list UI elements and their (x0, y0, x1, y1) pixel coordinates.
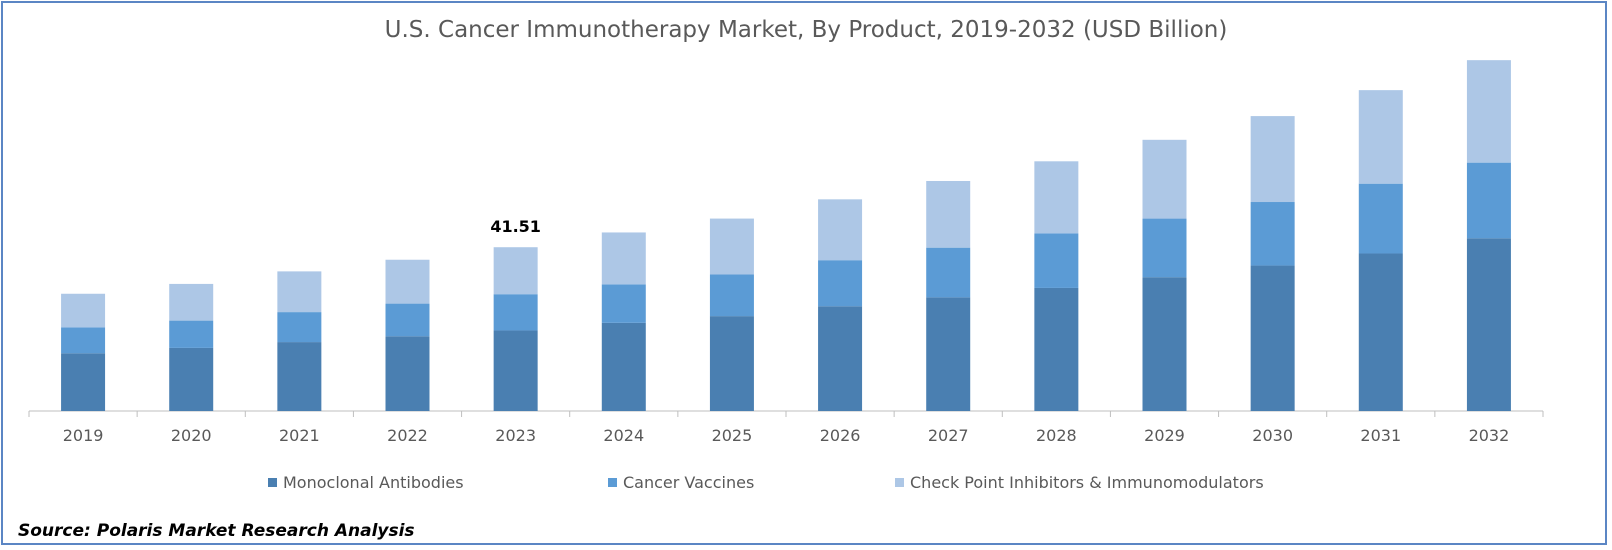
legend-item-monoclonal-antibodies: Monoclonal Antibodies (268, 473, 464, 492)
x-tick-label-2023: 2023 (495, 426, 536, 445)
data-label-2023: 41.51 (490, 217, 541, 236)
bar-segment-cancer-vaccines-2019 (61, 327, 106, 354)
bar-segment-check-point-inhibitors-immunomodulators-2024 (601, 232, 646, 285)
x-tick-label-2032: 2032 (1469, 426, 1510, 445)
legend-swatch-check-point-inhibitors (895, 478, 904, 487)
legend-label-monoclonal-antibodies: Monoclonal Antibodies (283, 473, 464, 492)
bar-segment-cancer-vaccines-2028 (1034, 233, 1079, 288)
bar-segment-check-point-inhibitors-immunomodulators-2029 (1142, 139, 1187, 219)
bar-segment-check-point-inhibitors-immunomodulators-2020 (169, 283, 214, 321)
bar-segment-monoclonal-antibodies-2022 (385, 336, 430, 411)
bar-segment-cancer-vaccines-2020 (169, 320, 214, 348)
x-tick-label-2019: 2019 (63, 426, 104, 445)
bar-segment-cancer-vaccines-2027 (926, 247, 971, 298)
bar-segment-check-point-inhibitors-immunomodulators-2025 (709, 218, 754, 275)
legend-swatch-monoclonal-antibodies (268, 478, 277, 487)
bar-segment-cancer-vaccines-2023 (493, 294, 538, 331)
bar-segment-cancer-vaccines-2021 (277, 312, 322, 343)
bar-segment-check-point-inhibitors-immunomodulators-2026 (818, 199, 863, 261)
x-tick-label-2030: 2030 (1252, 426, 1293, 445)
chart-title: U.S. Cancer Immunotherapy Market, By Pro… (384, 17, 1228, 43)
x-tick-label-2024: 2024 (603, 426, 644, 445)
bar-segment-monoclonal-antibodies-2025 (709, 316, 754, 411)
bar-segment-check-point-inhibitors-immunomodulators-2028 (1034, 161, 1079, 234)
bar-segment-check-point-inhibitors-immunomodulators-2030 (1250, 116, 1295, 203)
x-tick-label-2025: 2025 (712, 426, 753, 445)
x-tick-label-2029: 2029 (1144, 426, 1185, 445)
source-note: Source: Polaris Market Research Analysis (18, 521, 415, 541)
bar-segment-monoclonal-antibodies-2026 (818, 306, 863, 411)
bar-segment-cancer-vaccines-2029 (1142, 218, 1187, 278)
legend-swatch-cancer-vaccines (608, 478, 617, 487)
x-tick-label-2020: 2020 (171, 426, 212, 445)
x-tick-label-2026: 2026 (820, 426, 861, 445)
bar-segment-monoclonal-antibodies-2019 (61, 353, 106, 411)
bar-segment-cancer-vaccines-2025 (709, 274, 754, 317)
stacked-bar-chart: 2019 2020 2021 2022 2023 41.51 2024 2025 2026 202… (28, 60, 1544, 445)
bar-segment-monoclonal-antibodies-2023 (493, 330, 538, 411)
bar-segment-cancer-vaccines-2026 (818, 260, 863, 307)
bar-segment-monoclonal-antibodies-2032 (1466, 238, 1511, 411)
x-tick-label-2028: 2028 (1036, 426, 1077, 445)
bar-segment-monoclonal-antibodies-2020 (169, 347, 214, 411)
x-tick-label-2031: 2031 (1360, 426, 1401, 445)
bar-segment-check-point-inhibitors-immunomodulators-2027 (926, 180, 971, 248)
bar-segment-monoclonal-antibodies-2024 (601, 322, 646, 411)
bar-segment-check-point-inhibitors-immunomodulators-2019 (61, 293, 106, 328)
legend-label-check-point-inhibitors: Check Point Inhibitors & Immunomodulator… (910, 473, 1264, 492)
bar-segment-check-point-inhibitors-immunomodulators-2021 (277, 271, 322, 313)
bar-segment-monoclonal-antibodies-2030 (1250, 265, 1295, 411)
bar-segment-check-point-inhibitors-immunomodulators-2032 (1466, 60, 1511, 163)
bar-segment-cancer-vaccines-2032 (1466, 162, 1511, 239)
bar-segment-monoclonal-antibodies-2027 (926, 297, 971, 411)
x-tick-label-2022: 2022 (387, 426, 428, 445)
bar-segment-monoclonal-antibodies-2028 (1034, 287, 1079, 411)
bar-segment-cancer-vaccines-2024 (601, 284, 646, 323)
bar-segment-cancer-vaccines-2030 (1250, 202, 1295, 266)
x-tick-label-2021: 2021 (279, 426, 320, 445)
bar-segment-check-point-inhibitors-immunomodulators-2031 (1358, 90, 1403, 184)
bar-segment-cancer-vaccines-2031 (1358, 183, 1403, 254)
bar-segment-check-point-inhibitors-immunomodulators-2022 (385, 259, 430, 304)
bar-segment-monoclonal-antibodies-2031 (1358, 253, 1403, 411)
bar-segment-check-point-inhibitors-immunomodulators-2023 (493, 247, 538, 295)
legend-item-check-point-inhibitors: Check Point Inhibitors & Immunomodulator… (895, 473, 1264, 492)
bar-segment-cancer-vaccines-2022 (385, 303, 430, 337)
bar-segment-monoclonal-antibodies-2029 (1142, 277, 1187, 411)
legend-item-cancer-vaccines: Cancer Vaccines (608, 473, 754, 492)
bar-segment-monoclonal-antibodies-2021 (277, 342, 322, 411)
x-tick-label-2027: 2027 (928, 426, 969, 445)
legend: Monoclonal Antibodies Cancer Vaccines Ch… (3, 473, 1609, 495)
legend-label-cancer-vaccines: Cancer Vaccines (623, 473, 755, 492)
